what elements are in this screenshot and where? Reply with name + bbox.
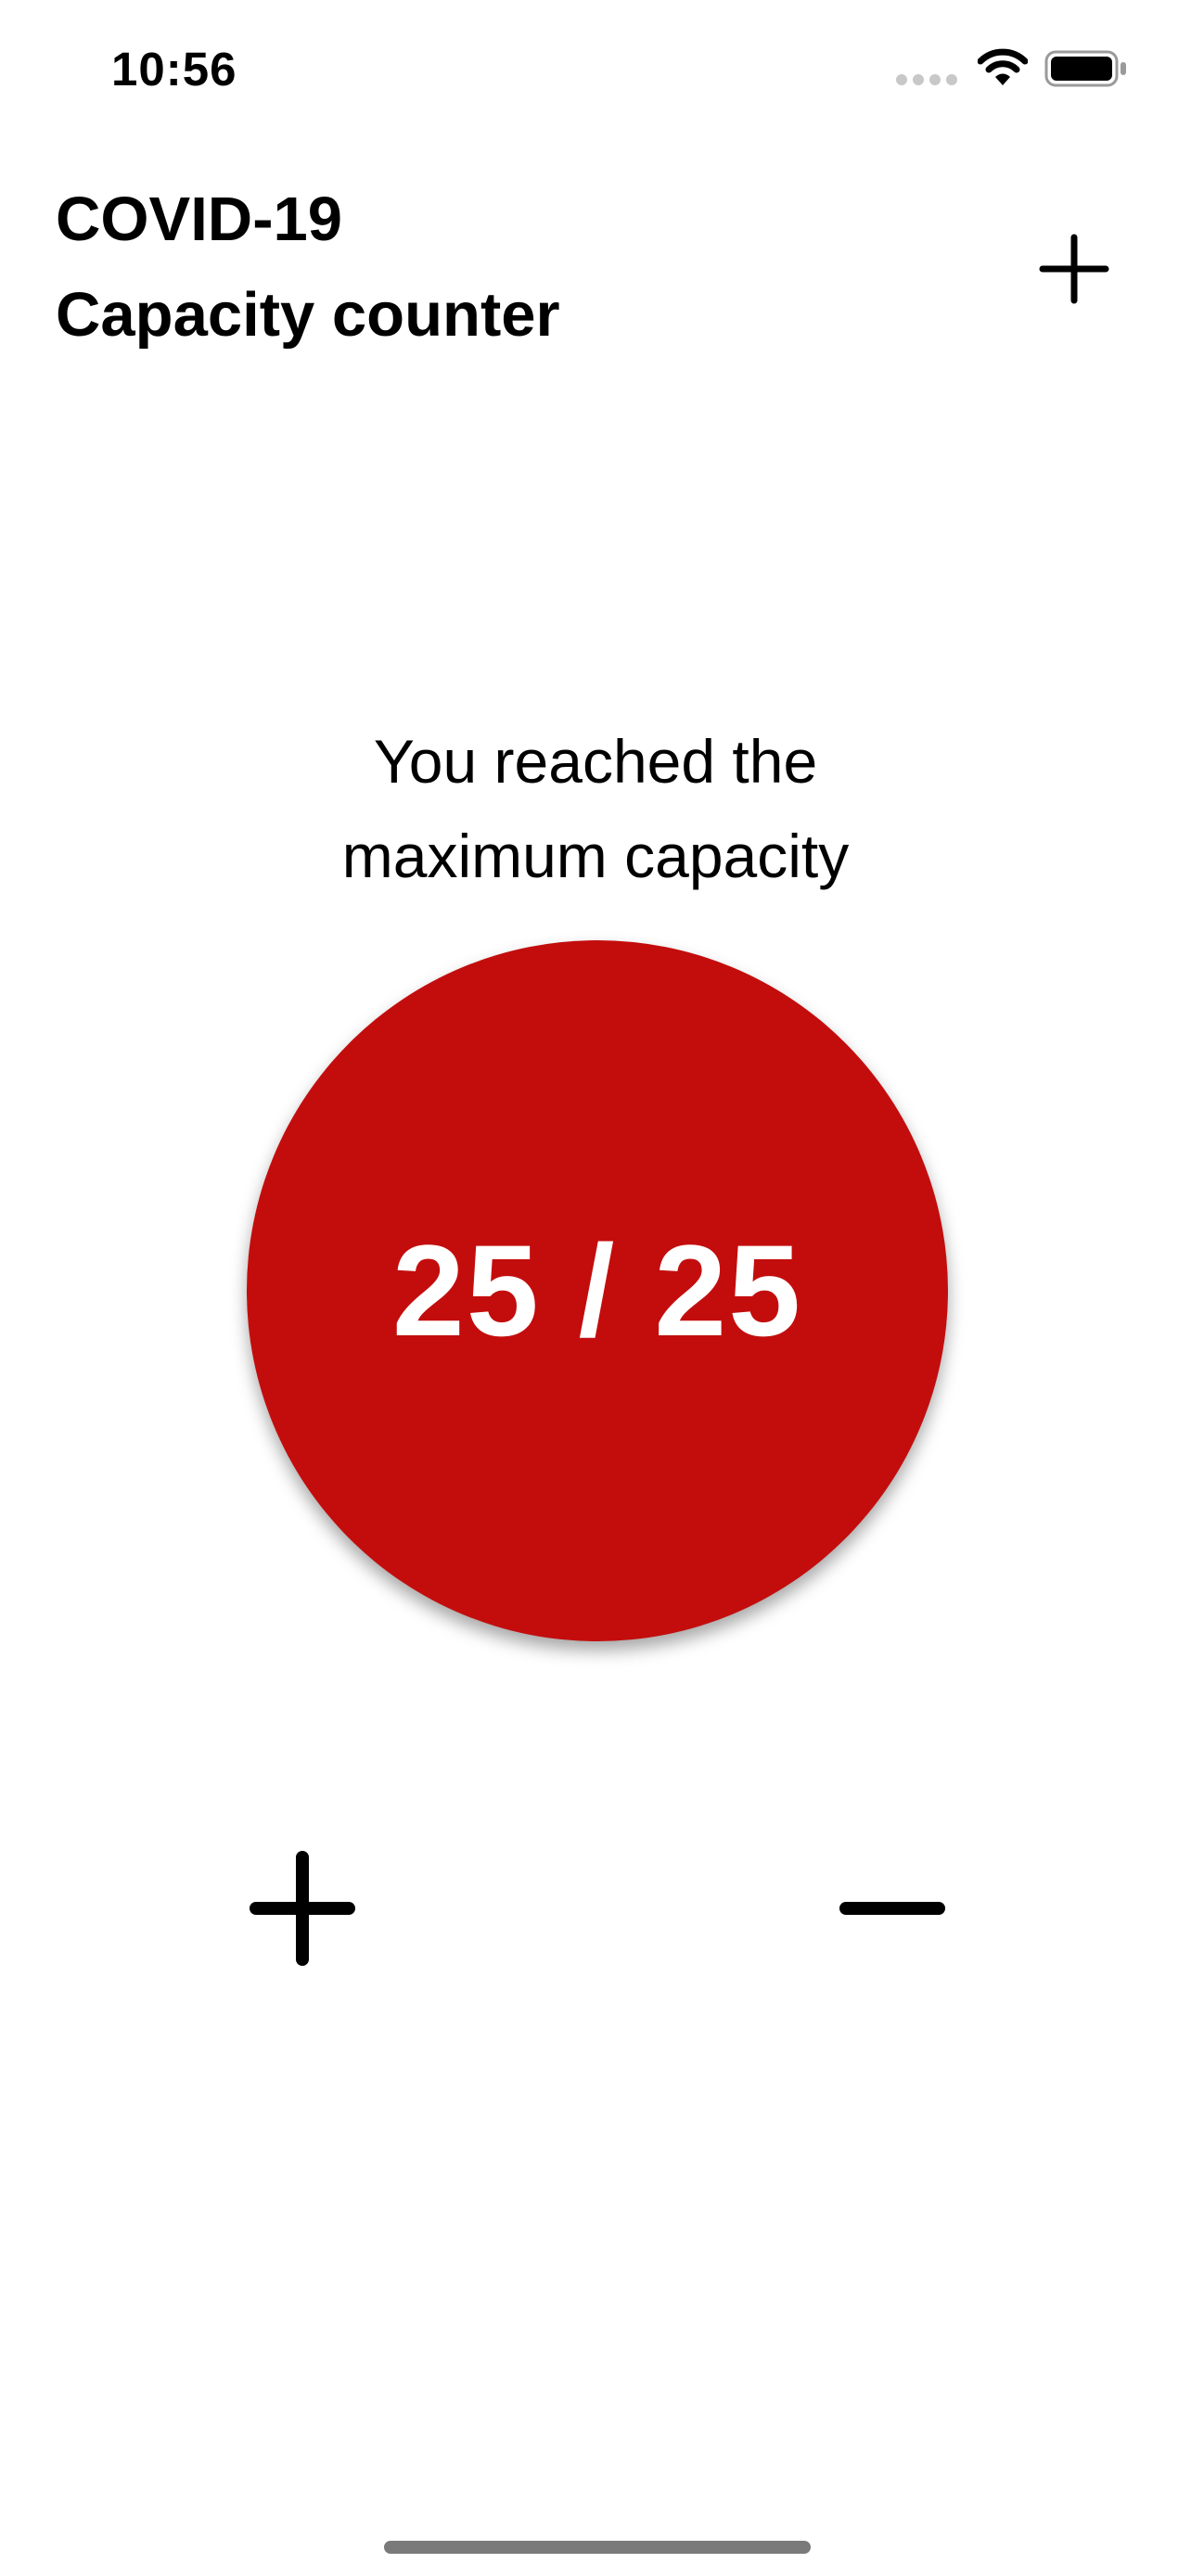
- counter-circle[interactable]: 25 / 25: [247, 940, 948, 1641]
- status-icons: [896, 46, 1128, 93]
- decrement-button[interactable]: [839, 1892, 946, 1925]
- capacity-message-line-1: You reached the: [373, 727, 818, 796]
- plus-icon: [250, 1851, 355, 1966]
- capacity-message: You reached the maximum capacity: [178, 714, 1013, 903]
- add-counter-button[interactable]: [1037, 232, 1111, 306]
- wifi-icon: [978, 48, 1028, 85]
- counter-value: 25 / 25: [391, 1218, 803, 1363]
- minus-icon: [839, 1902, 945, 1915]
- battery-icon: [1044, 50, 1126, 87]
- page-title-line-2: Capacity counter: [56, 280, 560, 350]
- cellular-signal-icon: [896, 74, 961, 87]
- plus-icon: [1039, 234, 1109, 304]
- status-time: 10:56: [111, 43, 237, 96]
- capacity-message-line-2: maximum capacity: [341, 822, 850, 890]
- home-indicator[interactable]: [384, 2541, 811, 2554]
- increment-button[interactable]: [249, 1850, 356, 1967]
- page-title-line-1: COVID-19: [56, 185, 343, 254]
